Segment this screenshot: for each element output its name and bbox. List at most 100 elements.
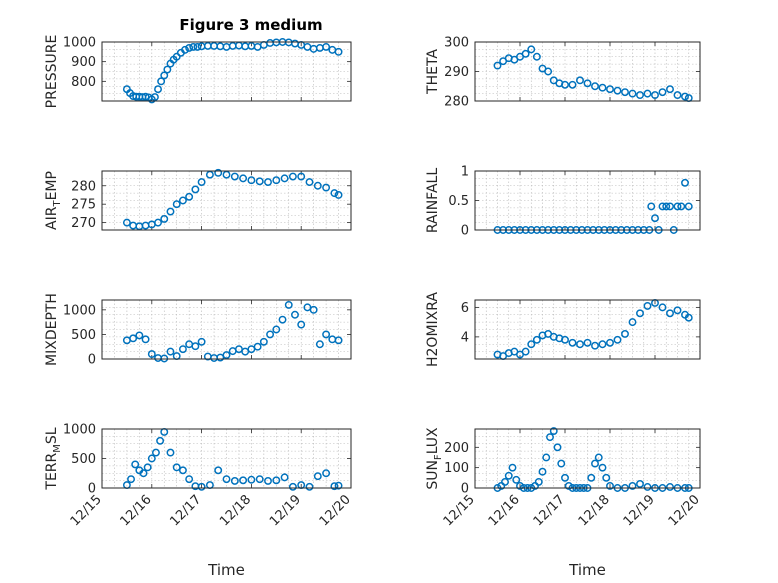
data-point — [606, 338, 614, 347]
y-tick-label: 270 — [71, 216, 96, 231]
data-point — [658, 88, 667, 97]
data-point — [230, 172, 239, 181]
y-tick-label: 280 — [444, 95, 469, 110]
data-point — [628, 89, 637, 98]
data-point — [313, 472, 322, 481]
data-point — [122, 218, 131, 227]
data-point — [587, 473, 596, 482]
data-point — [191, 342, 200, 351]
data-point — [127, 475, 136, 484]
y-tick-label: 4 — [461, 330, 469, 345]
data-point — [544, 67, 553, 76]
data-point — [602, 473, 611, 482]
data-point — [322, 330, 331, 339]
data-point — [598, 340, 607, 349]
data-point — [160, 214, 169, 223]
data-point — [673, 91, 682, 100]
data-point — [141, 335, 150, 344]
data-point — [197, 482, 206, 491]
data-point — [255, 177, 264, 186]
data-point — [568, 338, 577, 347]
data-point — [561, 473, 569, 482]
data-point — [636, 479, 644, 488]
y-tick-label: 200 — [444, 441, 469, 456]
data-point — [178, 345, 187, 354]
data-point — [172, 463, 181, 472]
y-tick-label: 275 — [71, 198, 96, 213]
data-point — [666, 202, 674, 211]
y-tick-label: 0 — [461, 482, 469, 497]
data-point — [291, 310, 299, 319]
subplot-rainfall: 0 0.5 1 RAINFALL — [425, 165, 701, 239]
data-point — [647, 202, 656, 211]
data-points — [122, 168, 343, 231]
data-point — [542, 453, 551, 462]
data-point — [549, 427, 558, 435]
data-point — [561, 335, 569, 344]
data-point — [684, 313, 693, 322]
data-point — [166, 448, 175, 457]
data-point — [266, 330, 275, 339]
data-point — [504, 471, 513, 480]
data-point — [181, 45, 189, 54]
y-axis-label: RAINFALL — [425, 168, 441, 233]
data-point — [278, 315, 287, 324]
data-point — [166, 347, 175, 356]
data-point — [636, 309, 644, 318]
data-point — [157, 77, 166, 86]
y-tick-label: 1000 — [63, 303, 96, 318]
data-point — [305, 482, 314, 491]
data-point — [166, 207, 175, 216]
data-point — [305, 178, 314, 187]
data-point — [576, 76, 584, 85]
data-point — [666, 85, 674, 94]
data-point — [129, 334, 138, 343]
y-tick-label: 290 — [444, 65, 469, 80]
data-point — [673, 202, 682, 211]
y-tick-label: 0.5 — [448, 194, 469, 209]
data-point — [131, 460, 140, 469]
data-point — [154, 85, 162, 94]
axes-frame — [474, 299, 701, 360]
data-point — [297, 320, 306, 329]
data-point — [172, 200, 181, 209]
data-point — [150, 93, 159, 102]
data-point — [508, 463, 517, 472]
data-point — [156, 436, 165, 445]
data-point — [621, 88, 629, 97]
data-point — [280, 473, 289, 482]
axes-frame — [101, 41, 352, 102]
y-axis-label: MIXDEPTH — [44, 293, 60, 366]
data-point — [189, 42, 198, 51]
data-point — [606, 85, 614, 94]
data-point — [493, 61, 502, 70]
data-point — [330, 189, 339, 198]
data-point — [135, 331, 144, 340]
data-point — [172, 52, 181, 61]
y-tick-label: 800 — [71, 75, 96, 90]
x-axis-label: Time — [207, 561, 245, 579]
y-axis-label: SUNFLUX — [425, 427, 444, 490]
data-point — [606, 482, 614, 490]
data-point — [154, 218, 162, 227]
data-point — [512, 475, 521, 484]
y-tick-label: 0 — [88, 353, 96, 368]
data-point — [553, 443, 562, 452]
y-axis-label: H2OMIXRA — [425, 292, 441, 367]
data-point — [239, 476, 248, 485]
data-point — [259, 337, 268, 346]
y-tick-label: 500 — [71, 328, 96, 343]
data-point — [651, 214, 659, 223]
data-point — [658, 303, 667, 312]
data-point — [591, 341, 599, 350]
data-point — [315, 340, 324, 349]
y-tick-label: 1000 — [63, 423, 96, 438]
data-point — [334, 191, 343, 199]
data-point — [197, 178, 206, 187]
subplot-air_temp: 270 275 280 AIRTEMP — [44, 168, 352, 231]
data-point — [185, 192, 194, 201]
data-point — [272, 325, 281, 334]
data-point — [193, 42, 202, 51]
y-axis-label: TERRMSL — [44, 427, 63, 490]
data-point — [591, 459, 599, 468]
